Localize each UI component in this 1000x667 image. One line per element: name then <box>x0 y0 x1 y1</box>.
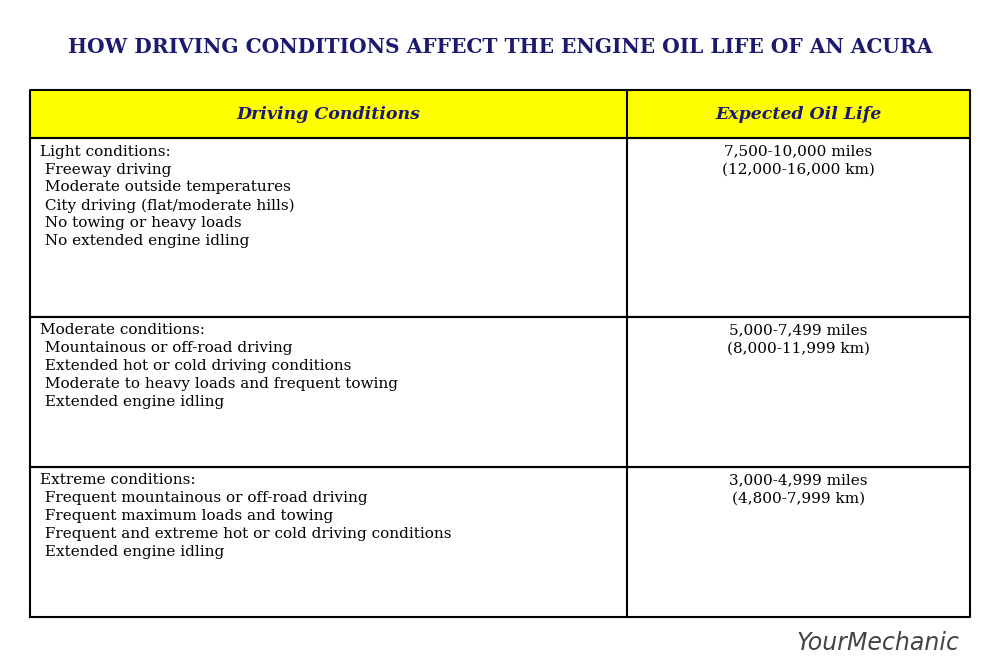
Text: 5,000-7,499 miles: 5,000-7,499 miles <box>729 323 868 338</box>
Text: Extended hot or cold driving conditions: Extended hot or cold driving conditions <box>40 359 351 373</box>
Text: Mountainous or off-road driving: Mountainous or off-road driving <box>40 342 292 356</box>
Text: YourMechanic: YourMechanic <box>797 631 960 655</box>
Text: Frequent mountainous or off-road driving: Frequent mountainous or off-road driving <box>40 492 368 506</box>
Text: Moderate conditions:: Moderate conditions: <box>40 323 205 338</box>
Text: No towing or heavy loads: No towing or heavy loads <box>40 216 242 230</box>
Text: (12,000-16,000 km): (12,000-16,000 km) <box>722 163 875 177</box>
Text: Light conditions:: Light conditions: <box>40 145 171 159</box>
Bar <box>30 90 970 138</box>
Text: Moderate to heavy loads and frequent towing: Moderate to heavy loads and frequent tow… <box>40 377 398 391</box>
Text: No extended engine idling: No extended engine idling <box>40 234 249 248</box>
Text: (4,800-7,999 km): (4,800-7,999 km) <box>732 492 865 506</box>
Text: HOW DRIVING CONDITIONS AFFECT THE ENGINE OIL LIFE OF AN ACURA: HOW DRIVING CONDITIONS AFFECT THE ENGINE… <box>68 37 932 57</box>
Text: (8,000-11,999 km): (8,000-11,999 km) <box>727 342 870 356</box>
Text: Frequent and extreme hot or cold driving conditions: Frequent and extreme hot or cold driving… <box>40 527 452 541</box>
Text: Expected Oil Life: Expected Oil Life <box>715 105 882 123</box>
Text: Driving Conditions: Driving Conditions <box>237 105 420 123</box>
Text: Frequent maximum loads and towing: Frequent maximum loads and towing <box>40 509 333 523</box>
Text: Freeway driving: Freeway driving <box>40 163 171 177</box>
Text: Extended engine idling: Extended engine idling <box>40 545 224 559</box>
Text: City driving (flat/moderate hills): City driving (flat/moderate hills) <box>40 198 295 213</box>
Text: Moderate outside temperatures: Moderate outside temperatures <box>40 181 291 195</box>
Text: 3,000-4,999 miles: 3,000-4,999 miles <box>729 474 868 488</box>
Text: Extreme conditions:: Extreme conditions: <box>40 474 196 488</box>
Text: 7,500-10,000 miles: 7,500-10,000 miles <box>724 145 873 159</box>
Text: Extended engine idling: Extended engine idling <box>40 395 224 409</box>
